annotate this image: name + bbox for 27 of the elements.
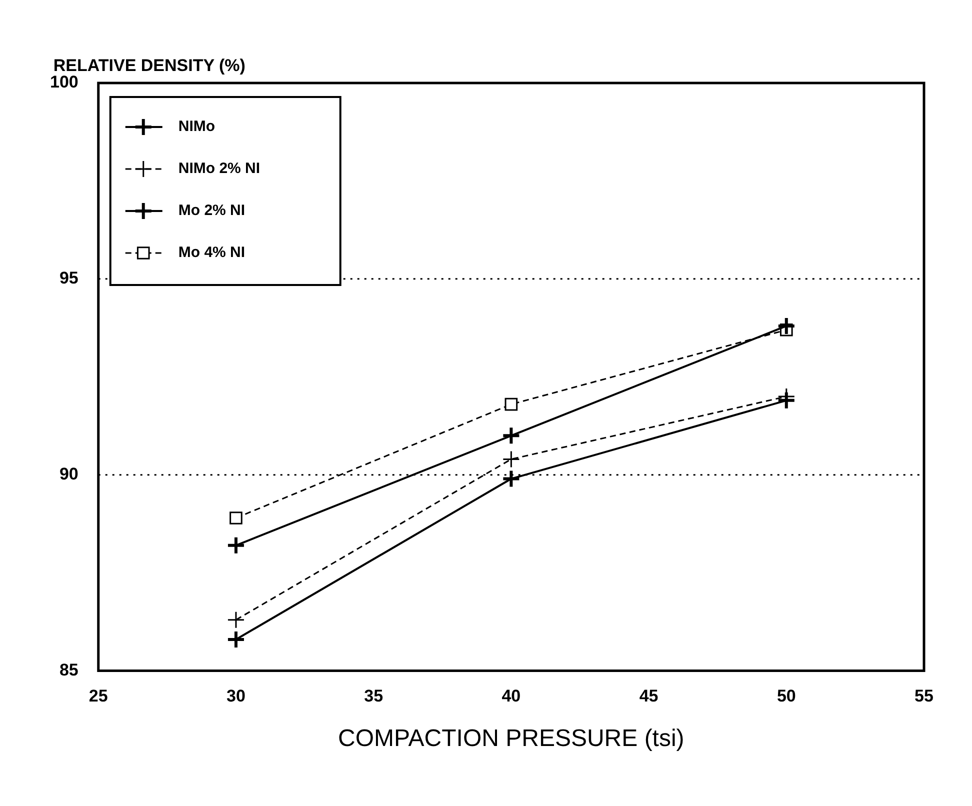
x-tick-label: 50 <box>776 686 796 706</box>
point <box>227 611 245 629</box>
point <box>502 426 521 446</box>
y-tick-label: 100 <box>50 72 78 92</box>
legend-label: Mo 4% NI <box>178 244 246 262</box>
y-tick-label: 85 <box>59 660 78 680</box>
y-tick-label: 90 <box>59 464 78 484</box>
point <box>226 536 246 555</box>
x-tick-label: 55 <box>914 686 934 706</box>
point <box>504 398 518 411</box>
point <box>502 450 520 468</box>
y-tick-label: 95 <box>59 268 78 288</box>
point <box>502 469 521 488</box>
x-tick-label: 25 <box>88 686 108 706</box>
legend-label: Mo 2% NI <box>178 202 246 220</box>
point <box>226 630 246 649</box>
x-axis-title: COMPACTION PRESSURE (tsi) <box>338 725 684 752</box>
x-tick-label: 40 <box>502 686 521 706</box>
y-axis-title: RELATIVE DENSITY (%) <box>53 56 246 76</box>
point <box>776 316 796 336</box>
x-tick-label: 35 <box>364 686 384 706</box>
x-tick-label: 45 <box>639 686 658 706</box>
point <box>776 390 796 410</box>
point <box>230 512 242 524</box>
x-tick-label: 30 <box>226 686 246 706</box>
legend-label: NIMo 2% NI <box>178 160 260 178</box>
legend-label: NIMo <box>178 118 216 136</box>
